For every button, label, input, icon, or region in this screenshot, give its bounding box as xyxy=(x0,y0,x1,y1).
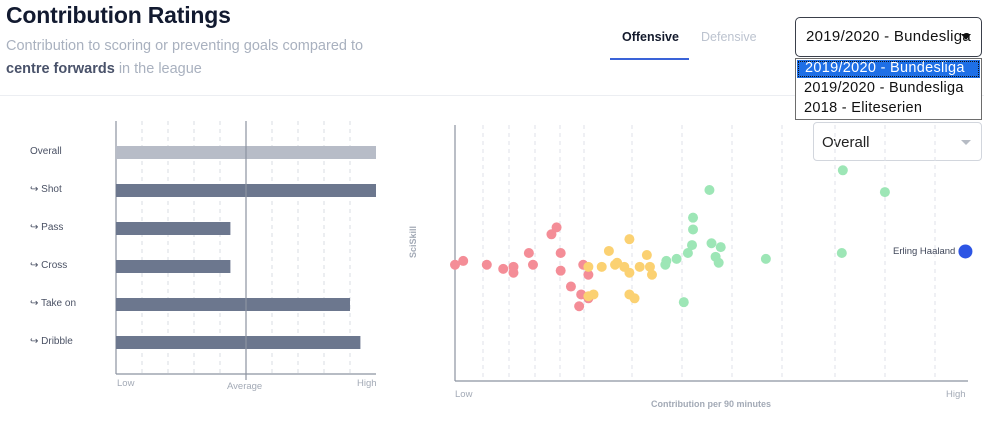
caret-down-icon xyxy=(961,140,971,145)
category-select[interactable]: Overall xyxy=(813,122,982,161)
category-select-value: Overall xyxy=(822,134,870,151)
scatter-point-high xyxy=(760,253,771,264)
scatter-point-high xyxy=(836,248,847,258)
scatter-point-mid xyxy=(641,250,652,261)
scatter-point-low xyxy=(565,281,576,292)
bar-axis-high: High xyxy=(357,378,377,389)
season-select-value: 2019/2020 - Bundesliga xyxy=(806,28,972,45)
scatter-point-high xyxy=(678,297,689,308)
scatter-point-low xyxy=(555,248,566,258)
bar-axis-average: Average xyxy=(227,381,263,392)
scatter-point-low xyxy=(458,255,469,266)
scatter-point-high xyxy=(682,248,693,258)
subtitle-prefix: Contribution to scoring or preventing go… xyxy=(6,38,364,54)
scatter-x-label: Contribution per 90 minutes xyxy=(651,399,772,409)
active-tab-indicator xyxy=(610,58,689,60)
scatter-point-low xyxy=(574,301,585,312)
scatter-point-mid xyxy=(603,245,614,256)
scatter-point-low xyxy=(498,263,509,274)
scatter-point-mid xyxy=(646,269,657,280)
bar-4 xyxy=(116,298,350,311)
scatter-point-mid xyxy=(583,261,594,272)
scatter-point-high xyxy=(688,212,699,223)
bar-3 xyxy=(116,260,231,273)
scatter-point-mid xyxy=(624,234,635,245)
highlight-player-label: Erling Haaland xyxy=(893,246,956,257)
scatter-point-mid xyxy=(629,293,640,304)
tab-defensive[interactable]: Defensive xyxy=(701,30,757,44)
scatter-point-low xyxy=(481,259,492,270)
scatter-point-mid xyxy=(596,261,607,272)
bar-label-0: Overall xyxy=(30,146,62,157)
scatter-point-high xyxy=(837,165,848,176)
scatter-point-low xyxy=(555,265,566,276)
season-option[interactable]: 2018 - Eliteserien xyxy=(804,100,923,116)
season-dropdown-menu: 2019/2020 - Bundesliga 2019/2020 - Bunde… xyxy=(795,58,982,120)
highlight-player-point[interactable] xyxy=(958,244,973,259)
season-option[interactable]: 2019/2020 - Bundesliga xyxy=(797,60,980,78)
scatter-point-high xyxy=(687,240,698,251)
page-subtitle: Contribution to scoring or preventing go… xyxy=(6,35,396,81)
scatter-axis-low: Low xyxy=(455,389,473,400)
tab-offensive[interactable]: Offensive xyxy=(622,30,679,44)
caret-down-icon xyxy=(961,34,971,40)
page-title: Contribution Ratings xyxy=(6,2,231,28)
scatter-point-mid xyxy=(588,289,599,300)
subtitle-suffix: in the league xyxy=(118,61,202,77)
season-select[interactable]: 2019/2020 - Bundesliga xyxy=(795,17,982,57)
scatter-point-low xyxy=(527,259,538,270)
scatter-point-low xyxy=(450,259,460,270)
scatter-point-high xyxy=(671,253,682,264)
scatter-point-mid xyxy=(644,261,655,272)
bar-label-4: ↪ Take on xyxy=(30,298,77,309)
scatter-y-label: SciSkill xyxy=(408,225,418,258)
scatter-point-high xyxy=(713,257,724,268)
bar-label-3: ↪ Cross xyxy=(30,260,68,271)
scatter-axis-high: High xyxy=(946,389,966,400)
scatter-point-high xyxy=(706,238,717,249)
header-divider xyxy=(0,95,984,96)
scatter-point-low xyxy=(508,261,519,272)
subtitle-highlight: centre forwards xyxy=(6,61,115,77)
scatter-point-mid xyxy=(624,267,635,278)
bar-2 xyxy=(116,222,231,235)
scatter-point-low xyxy=(523,248,534,258)
bar-label-1: ↪ Shot xyxy=(30,184,62,195)
scatter-point-high xyxy=(661,255,672,266)
scatter-point-low xyxy=(551,222,562,233)
scatter-point-high xyxy=(704,185,715,196)
season-option[interactable]: 2019/2020 - Bundesliga xyxy=(804,80,964,96)
scatter-point-high xyxy=(715,242,726,253)
scatter-point-high xyxy=(688,224,699,235)
scatter-point-low xyxy=(583,269,594,280)
scatter-point-low xyxy=(546,229,557,240)
bar-5 xyxy=(116,336,361,349)
bar-label-5: ↪ Dribble xyxy=(30,336,73,347)
scatter-point-mid xyxy=(634,261,645,272)
scatter-point-high xyxy=(879,187,890,198)
bar-label-2: ↪ Pass xyxy=(30,222,64,233)
bar-axis-low: Low xyxy=(117,378,135,389)
